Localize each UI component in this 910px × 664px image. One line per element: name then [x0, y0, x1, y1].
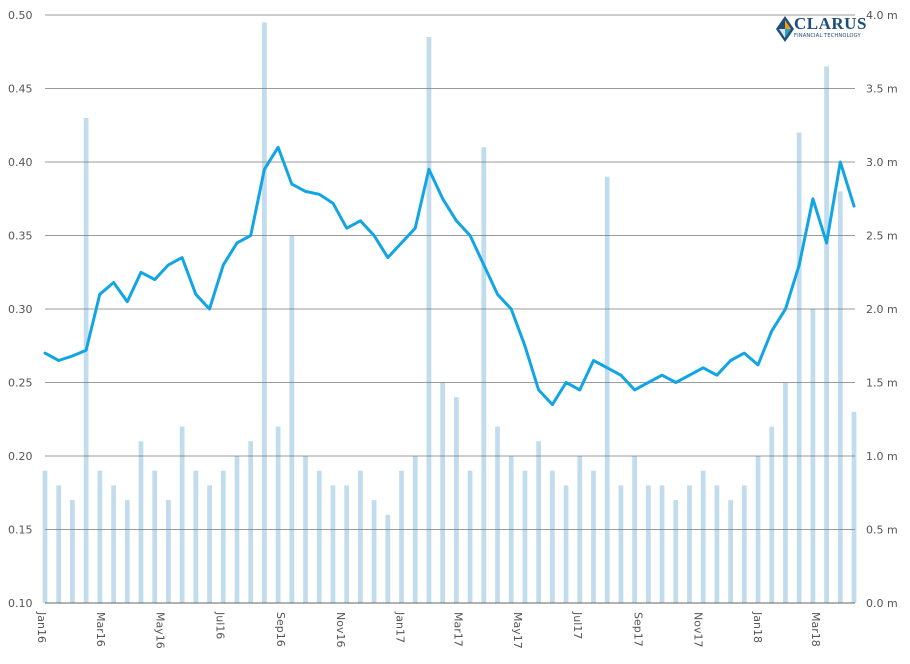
volume-bar [166, 500, 171, 603]
left-tick-label: 0.45 [8, 83, 33, 96]
volume-bar [207, 485, 212, 603]
right-tick-label: 4.0 m [866, 9, 898, 22]
volume-bar [193, 471, 198, 603]
series-line [45, 147, 854, 404]
volume-bar [852, 412, 857, 603]
volume-bar [344, 485, 349, 603]
volume-bar [619, 485, 624, 603]
volume-bar [783, 383, 788, 604]
left-tick-label: 0.20 [8, 450, 33, 463]
volume-bar [769, 427, 774, 603]
volume-bar [660, 485, 665, 603]
volume-bar [564, 485, 569, 603]
volume-bar [331, 485, 336, 603]
left-tick-label: 0.50 [8, 9, 33, 22]
volume-bar [262, 22, 267, 603]
volume-bar [84, 118, 89, 603]
volume-bar [454, 397, 459, 603]
volume-bar [824, 66, 829, 603]
volume-bar [742, 485, 747, 603]
volume-bar [248, 441, 253, 603]
x-tick-label: Jan18 [751, 611, 764, 643]
logo-wordmark: CLARUS [794, 14, 867, 34]
x-tick-label: Nov16 [334, 612, 347, 647]
x-axis-ticks: Jan16 Mar16 May16 Jul16 Sep16 Nov16 Jan17 Mar17… [35, 611, 822, 649]
volume-bar [70, 500, 75, 603]
volume-bar [358, 471, 363, 603]
volume-bar [481, 147, 486, 603]
right-tick-label: 3.0 m [866, 156, 898, 169]
volume-bars [43, 22, 857, 603]
x-tick-label: Jul16 [213, 611, 226, 639]
volume-bar [838, 191, 843, 603]
right-tick-label: 2.5 m [866, 230, 898, 243]
right-tick-label: 3.5 m [866, 83, 898, 96]
x-tick-label: Jan17 [394, 611, 407, 643]
volume-bar [372, 500, 377, 603]
right-tick-label: 1.5 m [866, 377, 898, 390]
volume-bar [468, 471, 473, 603]
left-tick-label: 0.40 [8, 156, 33, 169]
x-tick-label: Sep17 [632, 612, 645, 647]
volume-bar [605, 177, 610, 603]
volume-bar [536, 441, 541, 603]
volume-bar [97, 471, 102, 603]
left-tick-label: 0.35 [8, 230, 33, 243]
right-tick-label: 2.0 m [866, 303, 898, 316]
x-tick-label: Jul17 [571, 611, 584, 639]
left-tick-label: 0.25 [8, 377, 33, 390]
volume-bar [385, 515, 390, 603]
left-axis-ticks: 0.10 0.15 0.20 0.25 0.30 0.35 0.40 0.45 0.50 [8, 9, 33, 610]
volume-bar [427, 37, 432, 603]
x-tick-label: Sep16 [274, 612, 287, 647]
volume-bar [673, 500, 678, 603]
volume-bar [550, 471, 555, 603]
right-tick-label: 0.0 m [866, 597, 898, 610]
volume-bar [221, 471, 226, 603]
volume-bar [591, 471, 596, 603]
volume-bar [317, 471, 322, 603]
left-tick-label: 0.30 [8, 303, 33, 316]
volume-bar [289, 236, 294, 604]
volume-bar [43, 471, 48, 603]
volume-bar [180, 427, 185, 603]
volume-bar [111, 485, 116, 603]
x-tick-label: Mar18 [809, 612, 822, 647]
x-tick-label: Jan16 [35, 611, 48, 643]
x-tick-label: May16 [154, 612, 167, 649]
volume-bar [687, 485, 692, 603]
volume-bar [701, 471, 706, 603]
clarus-logo: CLARUS FINANCIAL TECHNOLOGY [776, 14, 866, 48]
x-tick-label: May17 [511, 612, 524, 649]
volume-bar [56, 485, 61, 603]
diamond-logo-icon [776, 16, 794, 42]
left-tick-label: 0.15 [8, 524, 33, 537]
right-tick-label: 1.0 m [866, 450, 898, 463]
right-axis-ticks: 0.0 m 0.5 m 1.0 m 1.5 m 2.0 m 2.5 m 3.0 m 3.5 m… [866, 9, 898, 610]
volume-bar [495, 427, 500, 603]
x-tick-label: Nov17 [691, 612, 704, 647]
volume-bar [399, 471, 404, 603]
volume-bar [152, 471, 157, 603]
volume-bar [125, 500, 130, 603]
logo-tagline: FINANCIAL TECHNOLOGY [794, 33, 861, 39]
volume-bar [440, 383, 445, 604]
x-tick-label: Mar16 [94, 612, 107, 647]
volume-bar [523, 471, 528, 603]
right-tick-label: 0.5 m [866, 524, 898, 537]
volume-bar [797, 133, 802, 603]
x-tick-label: Mar17 [451, 612, 464, 647]
volume-bar [139, 441, 144, 603]
left-tick-label: 0.10 [8, 597, 33, 610]
volume-bar [646, 485, 651, 603]
volume-bar [728, 500, 733, 603]
line-series [45, 147, 854, 404]
volume-bar [715, 485, 720, 603]
volume-bar [276, 427, 281, 603]
